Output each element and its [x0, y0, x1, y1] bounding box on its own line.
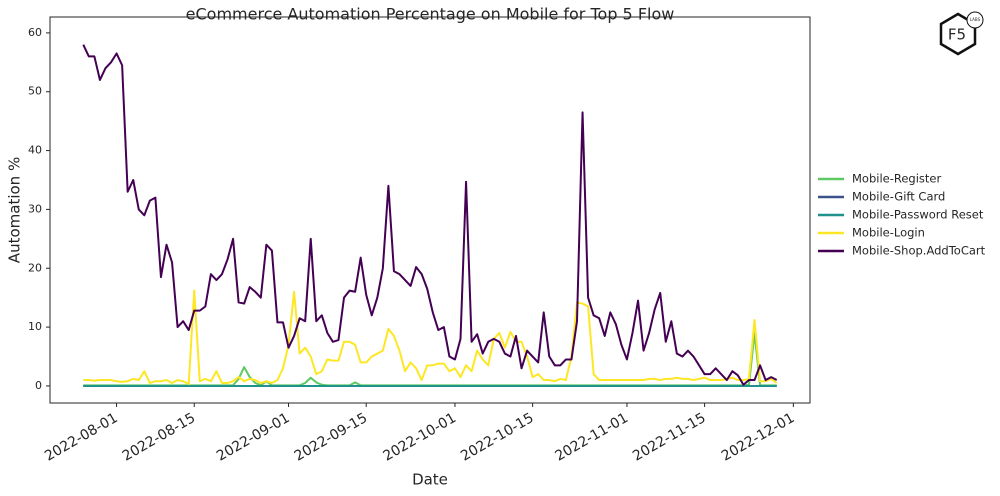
logo-subtext: LABS — [970, 17, 981, 22]
legend-label: Mobile-Login — [852, 226, 925, 240]
y-tick-label: 50 — [28, 85, 42, 98]
plot-frame — [49, 16, 811, 404]
y-tick-label: 0 — [35, 379, 42, 392]
series-line — [83, 289, 778, 386]
logo-badge — [966, 11, 984, 29]
legend-label: Mobile-Password Reset — [852, 208, 984, 222]
legend-label: Mobile-Register — [852, 172, 941, 186]
logo: F5 LABS — [939, 11, 984, 56]
chart-title: eCommerce Automation Percentage on Mobil… — [186, 5, 675, 24]
y-tick-label: 40 — [28, 144, 42, 157]
logo-text: F5 — [948, 26, 966, 44]
y-tick-label: 30 — [28, 202, 42, 215]
legend-label: Mobile-Shop.AddToCart — [852, 244, 986, 258]
y-tick-label: 20 — [28, 261, 42, 274]
y-tick-label: 60 — [28, 26, 42, 39]
series-line — [82, 44, 778, 386]
y-axis-label: Automation % — [6, 157, 24, 263]
x-axis-label: Date — [412, 471, 448, 489]
y-tick-label: 10 — [28, 320, 42, 333]
legend-label: Mobile-Gift Card — [852, 190, 945, 204]
